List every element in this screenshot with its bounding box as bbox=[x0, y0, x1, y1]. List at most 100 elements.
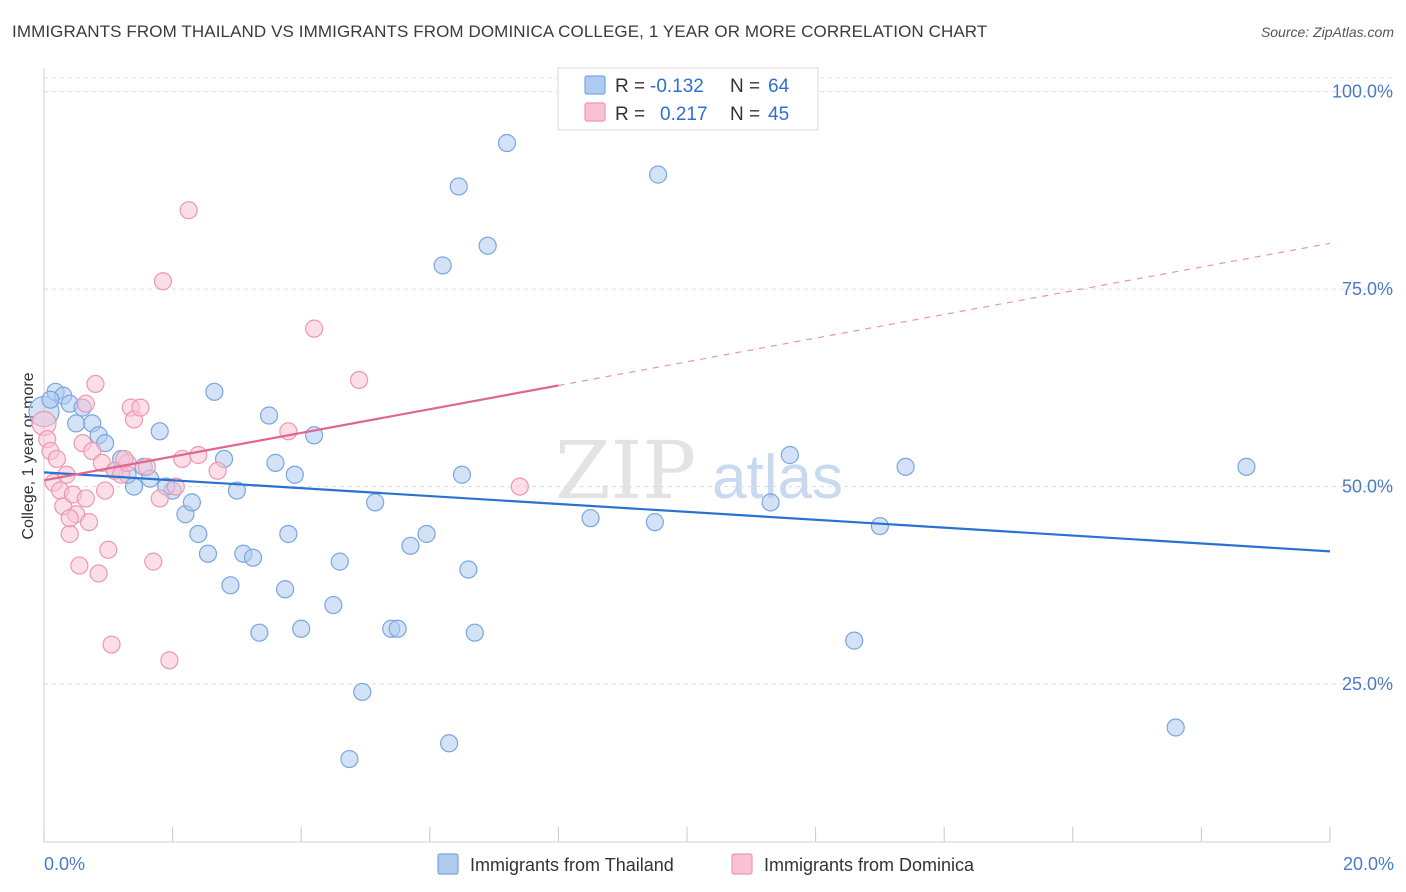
y-tick-label: 50.0% bbox=[1342, 477, 1393, 497]
point-thailand bbox=[459, 560, 478, 579]
point-thailand bbox=[896, 457, 915, 476]
series-dominica-points bbox=[31, 201, 529, 670]
point-dominica bbox=[102, 635, 121, 654]
stats-n-value-thailand: 64 bbox=[768, 76, 790, 97]
y-tick-label: 25.0% bbox=[1342, 674, 1393, 694]
point-dominica bbox=[208, 461, 227, 480]
point-thailand bbox=[189, 524, 208, 544]
point-thailand bbox=[250, 623, 269, 642]
point-thailand bbox=[845, 631, 864, 650]
trend-line-dominica-solid bbox=[43, 384, 559, 482]
point-thailand bbox=[292, 619, 311, 638]
point-thailand bbox=[478, 236, 497, 255]
x-tick-label: 20.0% bbox=[1343, 854, 1394, 874]
point-thailand bbox=[324, 595, 343, 615]
point-thailand bbox=[780, 445, 799, 465]
point-thailand bbox=[433, 256, 452, 275]
stats-r-label-dominica: R = bbox=[615, 104, 645, 125]
point-dominica bbox=[95, 481, 115, 500]
y-tick-label: 75.0% bbox=[1342, 279, 1393, 299]
point-thailand bbox=[388, 619, 407, 638]
stats-n-value-dominica: 45 bbox=[768, 104, 789, 125]
legend-label-thailand: Immigrants from Thailand bbox=[470, 855, 674, 875]
legend-swatch-thailand bbox=[437, 853, 459, 875]
point-dominica bbox=[144, 552, 163, 571]
stats-r-label-thailand: R = bbox=[615, 76, 645, 97]
trend-lines bbox=[43, 242, 1331, 553]
point-thailand bbox=[67, 414, 86, 433]
point-dominica bbox=[99, 540, 118, 559]
point-thailand bbox=[449, 177, 468, 196]
point-dominica bbox=[76, 394, 95, 413]
stats-legend: R = -0.132 N = 64 R = 0.217 N = 45 bbox=[557, 67, 819, 131]
watermark-zip: ZIP bbox=[555, 424, 696, 517]
point-thailand bbox=[366, 493, 385, 512]
point-thailand bbox=[581, 509, 600, 528]
point-dominica bbox=[510, 477, 529, 496]
x-tick-marks bbox=[43, 827, 1331, 842]
point-dominica bbox=[160, 651, 179, 670]
x-tick-labels: 0.0% 20.0% bbox=[44, 854, 1394, 874]
point-thailand bbox=[198, 544, 218, 563]
point-thailand bbox=[439, 734, 459, 753]
x-tick-label: 0.0% bbox=[44, 854, 85, 874]
stats-legend-swatch-dominica bbox=[584, 102, 606, 122]
point-dominica bbox=[60, 509, 79, 528]
point-dominica bbox=[79, 513, 99, 532]
point-thailand bbox=[497, 133, 517, 153]
legend-swatch-dominica bbox=[731, 853, 753, 875]
stats-n-label-thailand: N = bbox=[730, 76, 760, 97]
stats-r-value-thailand: -0.132 bbox=[650, 76, 704, 97]
trend-line-dominica-dashed bbox=[558, 242, 1331, 387]
point-dominica bbox=[76, 489, 95, 508]
trend-line-thailand bbox=[43, 471, 1331, 553]
y-tick-labels: 25.0% 50.0% 75.0% 100.0% bbox=[1332, 82, 1393, 694]
point-dominica bbox=[47, 449, 66, 469]
point-thailand bbox=[645, 513, 664, 532]
gridlines bbox=[44, 77, 1392, 685]
point-dominica bbox=[89, 564, 108, 583]
point-thailand bbox=[150, 422, 169, 441]
point-thailand bbox=[221, 576, 240, 595]
point-thailand bbox=[340, 749, 359, 769]
point-thailand bbox=[205, 382, 224, 401]
point-dominica bbox=[131, 398, 150, 417]
point-thailand bbox=[761, 493, 780, 512]
point-dominica bbox=[86, 374, 105, 394]
legend-label-dominica: Immigrants from Dominica bbox=[764, 855, 975, 875]
point-thailand bbox=[330, 552, 349, 571]
point-dominica bbox=[60, 524, 79, 544]
point-thailand bbox=[285, 465, 304, 484]
point-dominica bbox=[349, 370, 369, 390]
point-thailand bbox=[266, 453, 285, 472]
stats-legend-swatch-thailand bbox=[584, 75, 606, 95]
stats-r-value-dominica: 0.217 bbox=[660, 104, 708, 125]
point-dominica bbox=[83, 441, 102, 461]
point-thailand bbox=[401, 536, 420, 555]
point-thailand bbox=[452, 465, 472, 484]
point-thailand bbox=[465, 623, 484, 642]
point-thailand bbox=[276, 580, 295, 599]
point-thailand bbox=[182, 493, 201, 512]
point-dominica bbox=[70, 556, 89, 575]
point-dominica bbox=[166, 477, 185, 496]
point-dominica bbox=[153, 272, 173, 291]
bottom-legend: Immigrants from Thailand Immigrants from… bbox=[437, 853, 975, 875]
point-dominica bbox=[189, 445, 208, 465]
point-thailand bbox=[279, 524, 298, 544]
point-thailand bbox=[227, 481, 246, 500]
point-dominica bbox=[115, 449, 134, 469]
point-thailand bbox=[417, 524, 436, 544]
point-thailand bbox=[259, 406, 279, 425]
source-label: Source: ZipAtlas.com bbox=[1260, 24, 1394, 40]
point-thailand bbox=[41, 390, 60, 409]
point-dominica bbox=[179, 201, 198, 220]
y-tick-label: 100.0% bbox=[1332, 82, 1393, 102]
point-dominica bbox=[304, 319, 324, 338]
point-thailand bbox=[648, 165, 668, 184]
point-thailand bbox=[1237, 457, 1256, 476]
watermark: ZIP atlas bbox=[555, 424, 843, 517]
stats-n-label-dominica: N = bbox=[730, 104, 760, 125]
y-axis-label: College, 1 year or more bbox=[20, 372, 37, 539]
